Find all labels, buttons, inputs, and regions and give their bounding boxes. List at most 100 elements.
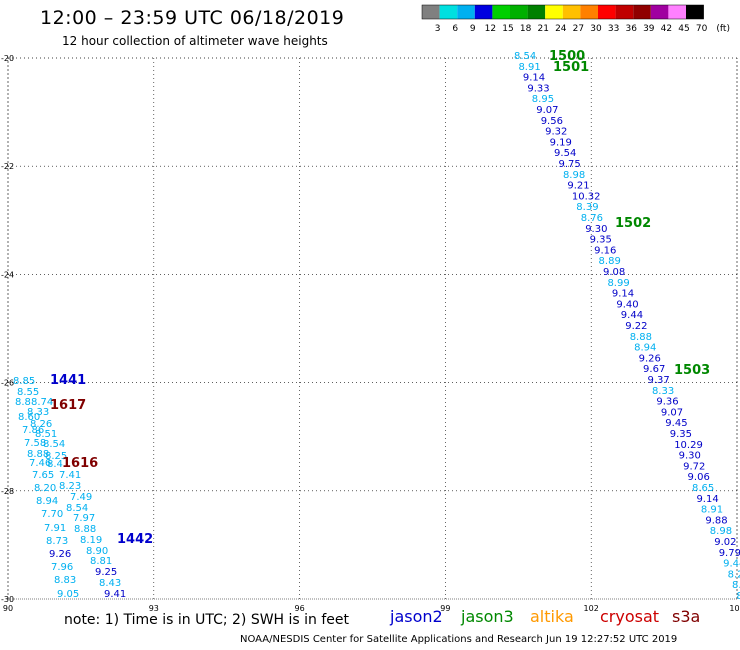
wave-height-label: 8.83 (54, 575, 76, 586)
wave-height-label: 7.49 (70, 492, 92, 503)
wave-height-label: 8.8 (15, 397, 31, 408)
wave-height-label: 8.60 (18, 412, 40, 423)
legend-label: 42 (661, 24, 672, 34)
wave-height-label: 8.76 (581, 213, 603, 224)
wave-height-label: 7.91 (44, 523, 66, 534)
wave-height-label: 8.39 (576, 202, 598, 213)
pass-time-label: 1442 (117, 532, 153, 547)
wave-height-label: 8 (737, 591, 740, 602)
legend-label: 21 (537, 24, 548, 34)
wave-height-label: 10.32 (572, 191, 601, 202)
wave-height-label: 9.14 (523, 73, 545, 84)
wave-height-label: 8.88 (630, 332, 652, 343)
wave-height-label: 8.95 (532, 94, 554, 105)
legend-label: 45 (678, 24, 689, 34)
map-ticks: 90 93 96 99 102 105 -20 -22 -24 -26 -28 -30 (1, 54, 740, 613)
wave-height-label: 9.16 (594, 245, 616, 256)
pass-time-label: 1502 (615, 216, 651, 231)
wave-height-label: 8.51 (35, 429, 57, 440)
wave-height-marks: 8.548.919.149.338.959.079.569.329.199.54… (13, 49, 740, 602)
pass-time-label: 1616 (62, 456, 98, 471)
legend-swatch (668, 5, 686, 19)
legend-label: 33 (608, 24, 619, 34)
legend-swatch (457, 5, 475, 19)
lat-tick-label: -30 (1, 595, 14, 604)
pass-time-label: 1503 (674, 363, 710, 378)
legend-swatch (527, 5, 546, 19)
wave-height-label: 7.96 (51, 562, 73, 573)
page-subtitle: 12 hour collection of altimeter wave hei… (62, 34, 328, 48)
wave-height-label: 8.81 (90, 556, 112, 567)
wave-height-label: 8.94 (36, 496, 58, 507)
credit-line: NOAA/NESDIS Center for Satellite Applica… (240, 634, 678, 645)
wave-height-label: 9.26 (639, 353, 661, 364)
legend-s3a: s3a (672, 607, 701, 626)
wave-height-label: 8.74 (31, 397, 53, 408)
wave-height-label: 8.88 (27, 449, 49, 460)
legend-label: 18 (520, 24, 532, 34)
legend-altika: altika (530, 607, 574, 626)
wave-height-label: 7.65 (32, 470, 54, 481)
wave-height-label: 8.54 (43, 439, 65, 450)
wave-height-label: 9.06 (688, 472, 710, 483)
wave-height-label: 8.98 (563, 170, 585, 181)
wave-height-label: 7.46 (29, 458, 51, 469)
wave-height-label: 9.08 (603, 267, 625, 278)
wave-height-label: 8.89 (599, 256, 621, 267)
wave-height-label: 9.40 (616, 299, 638, 310)
wave-height-label: 8.98 (710, 526, 732, 537)
wave-height-label: 8.2 (728, 569, 740, 580)
wave-height-label: 9.75 (559, 159, 581, 170)
wave-height-label: 8.33 (652, 386, 674, 397)
legend-label: 12 (485, 24, 496, 34)
legend-swatch (439, 5, 458, 19)
legend-label: 27 (573, 24, 584, 34)
lon-tick-label: 99 (440, 604, 450, 613)
legend-label: 6 (452, 24, 458, 34)
wave-height-label: 9.32 (545, 127, 567, 138)
legend-label: 36 (625, 24, 637, 34)
wave-height-label: 9.33 (527, 83, 549, 94)
wave-height-label: 9.35 (670, 429, 692, 440)
legend-swatch (650, 5, 669, 19)
lat-tick-label: -20 (1, 54, 14, 63)
wave-height-label: 9.02 (714, 537, 736, 548)
pass-time-label: 1501 (553, 60, 589, 75)
legend-swatch (615, 5, 634, 19)
legend-jason2: jason2 (390, 607, 443, 626)
wave-height-label: 8.54 (66, 503, 88, 514)
legend-label: 3 (435, 24, 441, 34)
wave-height-label: 8.55 (17, 387, 39, 398)
legend-label: 30 (590, 24, 602, 34)
wave-height-label: 8.85 (13, 376, 35, 387)
legend-swatch (492, 5, 510, 19)
wave-height-label: 9.26 (49, 549, 71, 560)
wave-height-label: 9.05 (57, 589, 79, 600)
legend-swatch (510, 5, 528, 19)
wave-height-label: 9.22 (625, 321, 647, 332)
lon-tick-label: 102 (584, 604, 599, 613)
footer-note: note: 1) Time is in UTC; 2) SWH is in fe… (64, 612, 350, 628)
wave-height-label: 9.54 (554, 148, 576, 159)
legend-swatch (422, 5, 440, 19)
legend-label: 39 (643, 24, 655, 34)
wave-height-label: 8.4 (47, 459, 63, 470)
wave-height-label: 9.14 (612, 289, 634, 300)
wave-height-label: 8.23 (59, 481, 81, 492)
wave-height-label: 9.21 (567, 181, 589, 192)
map-grid (7, 57, 738, 600)
lat-tick-label: -26 (1, 379, 14, 388)
wave-height-label: 9.88 (705, 515, 727, 526)
wave-height-label: 8.65 (692, 483, 714, 494)
wave-height-label: 8.33 (27, 407, 49, 418)
wave-height-label: 10.29 (674, 440, 703, 451)
wave-height-label: 7.41 (59, 470, 81, 481)
lat-tick-label: -28 (1, 487, 14, 496)
legend-jason3: jason3 (461, 607, 514, 626)
wave-height-label: 9.56 (541, 116, 563, 127)
wave-height-label: 9.45 (665, 418, 687, 429)
wave-height-label: 9.41 (104, 589, 126, 600)
lon-tick-label: 96 (295, 604, 305, 613)
legend-label: 9 (470, 24, 476, 34)
